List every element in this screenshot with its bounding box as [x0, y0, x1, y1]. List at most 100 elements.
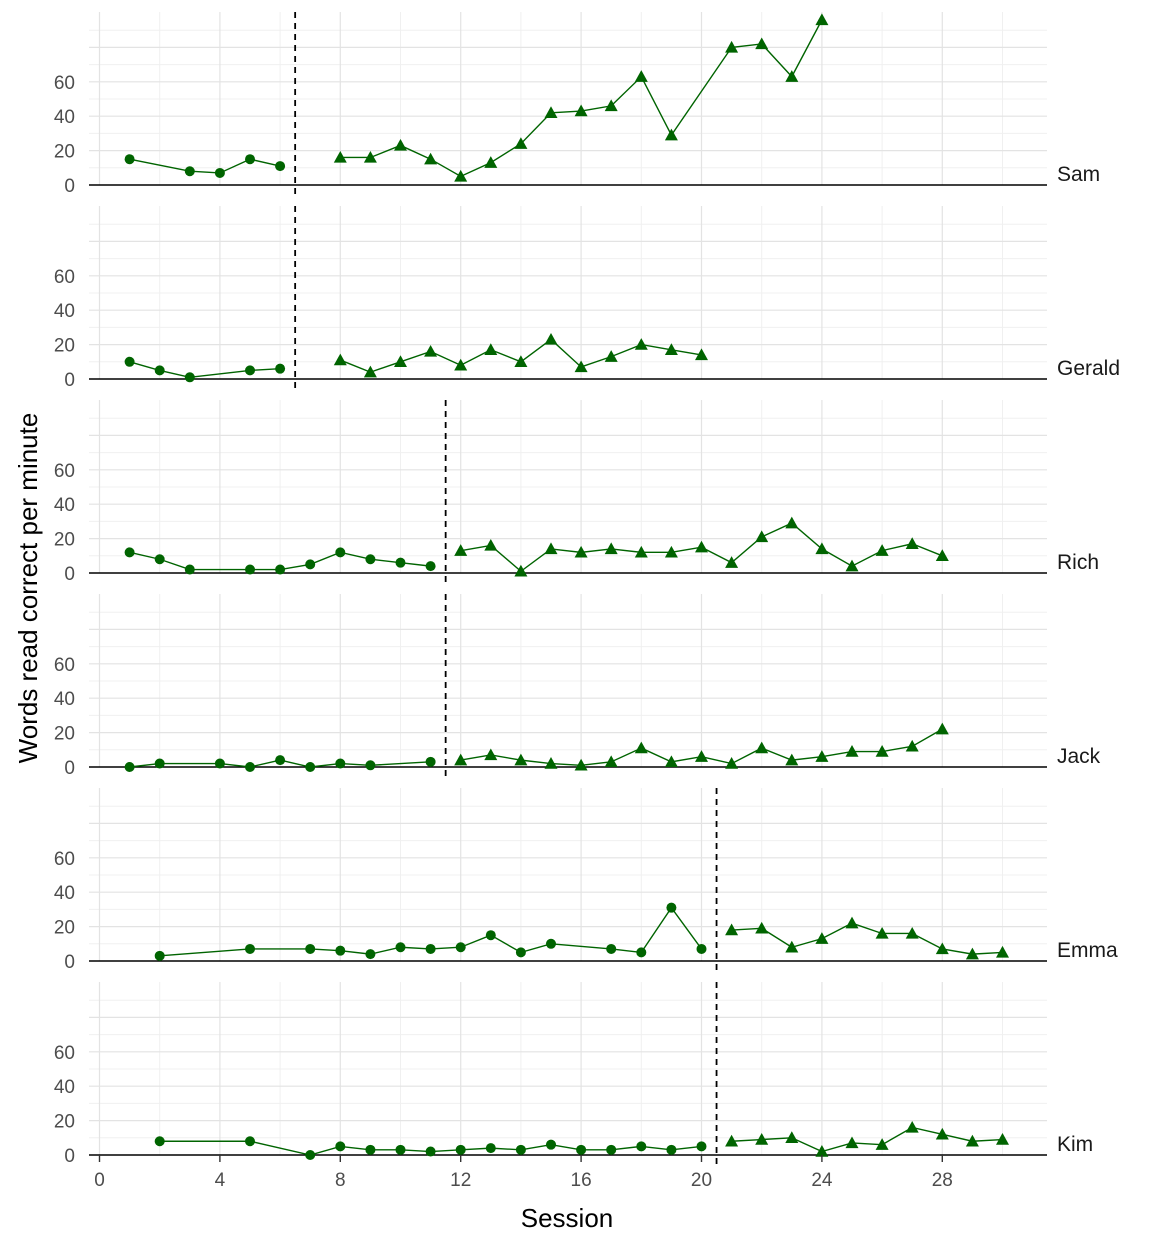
baseline-point [124, 547, 135, 558]
baseline-point [546, 938, 556, 949]
baseline-point [666, 1144, 677, 1155]
intervention-point [725, 40, 739, 53]
intervention-point [996, 1133, 1009, 1145]
panel-sam: 0 20 40 60 Sam [54, 12, 1100, 199]
panel-kim: 0 20 40 60 Kim [54, 982, 1093, 1169]
intervention-point [544, 757, 558, 769]
baseline-point [335, 758, 346, 769]
baseline-point [214, 167, 225, 178]
intervention-point [484, 748, 498, 761]
baseline-line [129, 361, 281, 378]
intervention-point [785, 1131, 799, 1143]
intervention-point [484, 538, 498, 551]
panel-emma: 0 20 40 60 Emma [54, 788, 1118, 975]
baseline-point [606, 1144, 617, 1155]
intervention-point [514, 137, 528, 149]
y-tick-label: 20 [54, 724, 75, 745]
intervention-point [725, 923, 739, 936]
intervention-point [935, 942, 949, 955]
intervention-point [514, 753, 528, 766]
intervention-point [815, 932, 829, 944]
y-tick-label: 40 [54, 107, 75, 128]
baseline-point [154, 758, 165, 769]
intervention-point [695, 540, 708, 553]
intervention-point [905, 926, 919, 939]
baseline-point [275, 564, 286, 575]
baseline-point [515, 1144, 526, 1155]
baseline-point [275, 363, 286, 374]
intervention-point [785, 940, 799, 953]
intervention-point [755, 921, 769, 934]
baseline-point [154, 950, 165, 961]
intervention-point [755, 530, 769, 543]
baseline-point [455, 1144, 466, 1155]
baseline-point [184, 564, 195, 575]
x-tick-label: 0 [94, 1170, 105, 1191]
panel-label: Gerald [1057, 357, 1120, 380]
intervention-point [875, 745, 889, 757]
baseline-point [365, 1144, 376, 1155]
intervention-point [725, 1134, 739, 1147]
intervention-point [574, 545, 588, 558]
y-tick-label: 20 [54, 530, 75, 551]
y-tick-label: 0 [64, 176, 75, 197]
intervention-point [845, 1136, 859, 1149]
baseline-line [129, 551, 431, 571]
baseline-point [184, 166, 195, 177]
intervention-point [845, 916, 859, 929]
baseline-point [335, 547, 346, 558]
baseline-point [214, 758, 225, 769]
intervention-point [604, 755, 618, 768]
intervention-point [695, 348, 708, 361]
baseline-point [425, 756, 436, 767]
intervention-point [604, 542, 618, 555]
intervention-point [815, 542, 829, 555]
y-tick-label: 60 [54, 1043, 75, 1064]
baseline-point [365, 760, 376, 771]
panels-layer: 0 20 40 60 Sam 0 20 40 60 Gerald 0 20 40 60 Rich 0 20 40 6… [54, 12, 1120, 1169]
y-tick-label: 60 [54, 849, 75, 870]
intervention-point [544, 106, 558, 118]
intervention-point [815, 750, 829, 762]
x-tick-label: 4 [215, 1170, 226, 1191]
baseline-point [636, 947, 647, 958]
intervention-point [785, 753, 799, 766]
y-tick-label: 0 [64, 1146, 75, 1167]
intervention-point [935, 1127, 949, 1140]
intervention-point [363, 365, 377, 378]
baseline-point [666, 902, 677, 913]
intervention-point [664, 343, 678, 355]
y-axis-title: Words read correct per minute [13, 413, 43, 764]
intervention-point [845, 745, 859, 757]
y-tick-label: 40 [54, 495, 75, 516]
intervention-point [514, 355, 528, 367]
intervention-point [454, 169, 468, 182]
intervention-point [424, 344, 438, 357]
intervention-point [634, 70, 648, 82]
baseline-point [696, 943, 707, 954]
baseline-point [275, 161, 286, 172]
intervention-point [875, 544, 889, 556]
baseline-point [184, 372, 195, 383]
intervention-point [484, 343, 498, 355]
baseline-point [245, 154, 255, 165]
x-tick-label: 12 [450, 1170, 471, 1191]
intervention-point [604, 350, 618, 362]
baseline-point [245, 943, 255, 954]
intervention-point [634, 338, 648, 350]
y-tick-label: 40 [54, 689, 75, 710]
intervention-point [664, 128, 678, 141]
baseline-point [636, 1141, 647, 1152]
intervention-point [905, 1120, 919, 1133]
x-tick-label: 8 [335, 1170, 346, 1191]
intervention-point [664, 755, 678, 768]
panel-label: Jack [1057, 745, 1101, 768]
intervention-point [574, 758, 588, 771]
y-tick-label: 40 [54, 1077, 75, 1098]
intervention-point [394, 355, 407, 367]
intervention-point [454, 544, 468, 556]
panel-rich: 0 20 40 60 Rich [54, 400, 1099, 587]
intervention-point [634, 741, 648, 754]
intervention-line [731, 1126, 1003, 1153]
